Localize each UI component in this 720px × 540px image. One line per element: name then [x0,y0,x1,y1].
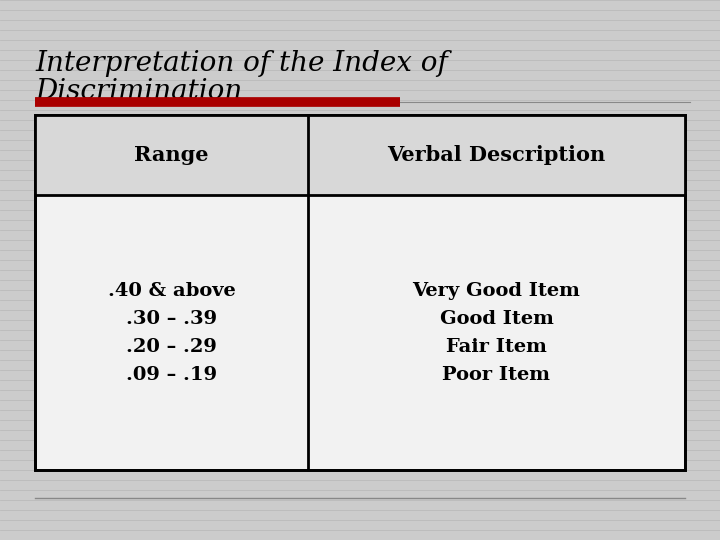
Text: Poor Item: Poor Item [443,366,551,383]
Text: Good Item: Good Item [440,309,554,327]
Bar [35,115,685,470]
Text: .09 – .19: .09 – .19 [126,366,217,383]
Text: Interpretation of the Index of: Interpretation of the Index of [35,50,448,77]
Text: Very Good Item: Very Good Item [413,281,580,300]
Text: .30 – .39: .30 – .39 [126,309,217,327]
Text: Fair Item: Fair Item [446,338,547,355]
Text: Verbal Description: Verbal Description [387,145,606,165]
Bar [35,115,685,195]
Text: Discrimination: Discrimination [35,78,242,105]
Text: Range: Range [134,145,209,165]
Text: .40 & above: .40 & above [107,281,235,300]
Bar [35,115,685,470]
Text: .20 – .29: .20 – .29 [126,338,217,355]
